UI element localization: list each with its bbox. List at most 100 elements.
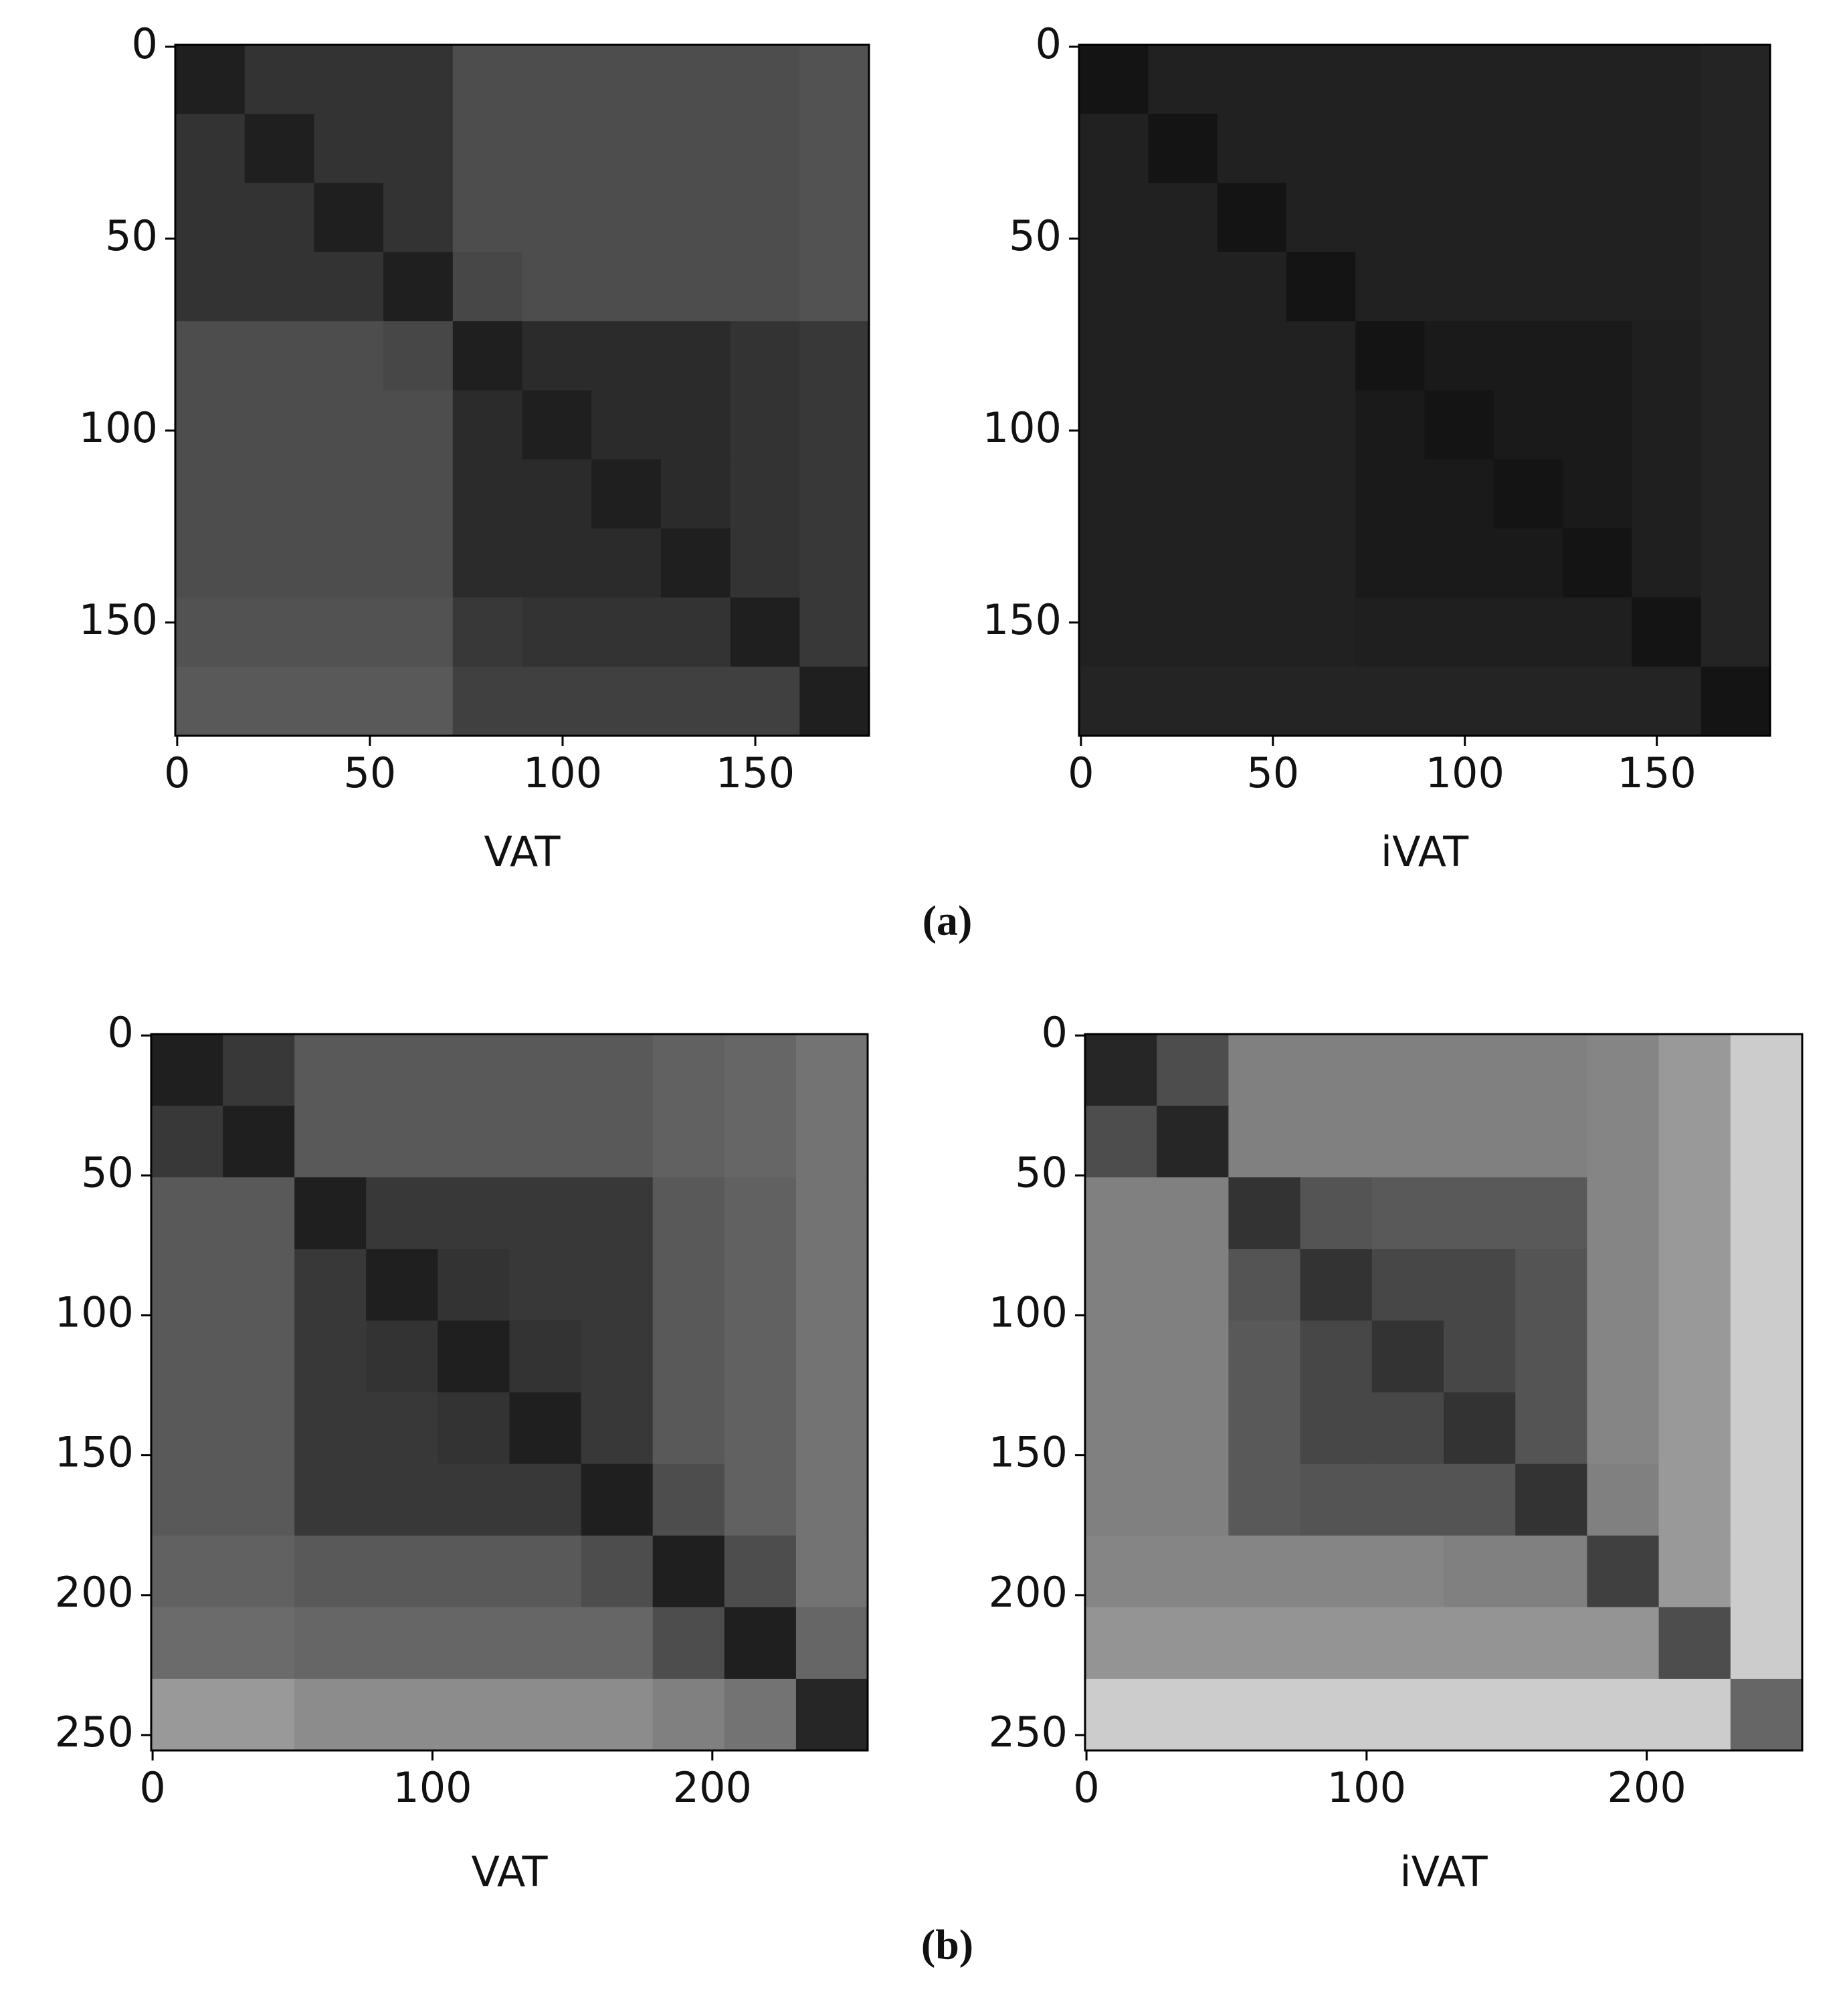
heatmap-cell bbox=[509, 1464, 582, 1536]
heatmap-cell bbox=[1563, 459, 1632, 529]
heatmap-cell bbox=[581, 1177, 654, 1249]
heatmap-cell bbox=[581, 1678, 654, 1751]
plot-frame bbox=[150, 1033, 869, 1752]
heatmap-cell bbox=[522, 114, 592, 184]
heatmap-cell bbox=[314, 321, 384, 391]
heatmap-cell bbox=[730, 390, 800, 460]
heatmap-cell bbox=[1355, 528, 1426, 598]
heatmap-cell bbox=[1148, 321, 1218, 391]
heatmap-cell bbox=[652, 1177, 725, 1249]
heatmap-cell bbox=[1444, 1607, 1516, 1680]
heatmap-cell bbox=[724, 1249, 797, 1321]
heatmap-cell bbox=[438, 1678, 510, 1751]
heatmap-cell bbox=[652, 1320, 725, 1393]
heatmap-cell bbox=[1217, 459, 1287, 529]
y-tick-label: 100 bbox=[989, 1288, 1068, 1337]
heatmap-cell bbox=[795, 1678, 868, 1751]
heatmap-cell bbox=[1632, 183, 1702, 253]
heatmap-cell bbox=[294, 1607, 367, 1680]
heatmap-cell bbox=[509, 1249, 582, 1321]
heatmap-cell bbox=[1730, 1249, 1803, 1321]
heatmap-cell bbox=[223, 1464, 295, 1536]
heatmap-cell bbox=[1355, 251, 1426, 322]
heatmap-cell bbox=[1300, 1249, 1373, 1321]
heatmap-cell bbox=[294, 1249, 367, 1321]
chart-panel: 0 50 100 150 0 50 100 150 VAT bbox=[79, 19, 870, 876]
y-tick-label: 50 bbox=[1015, 1148, 1068, 1197]
heatmap-cell bbox=[660, 183, 731, 253]
y-tick-label: 250 bbox=[55, 1708, 134, 1756]
heatmap-cell bbox=[1444, 1034, 1516, 1106]
heatmap-cell bbox=[151, 1535, 223, 1608]
heatmap-cell bbox=[244, 251, 314, 322]
heatmap-cell bbox=[1515, 1678, 1587, 1751]
heatmap-cell bbox=[1424, 666, 1494, 736]
heatmap-cell bbox=[1079, 45, 1149, 114]
heatmap-cell bbox=[591, 114, 662, 184]
heatmap-cell bbox=[660, 45, 731, 114]
heatmap-cell bbox=[1371, 1034, 1444, 1106]
y-tick-label: 150 bbox=[55, 1428, 134, 1477]
heatmap-cell bbox=[799, 321, 870, 391]
heatmap-cell bbox=[294, 1678, 367, 1751]
heatmap-cell bbox=[223, 1607, 295, 1680]
plot-frame bbox=[1084, 1033, 1804, 1752]
heatmap-cell bbox=[244, 390, 314, 460]
heatmap-cell bbox=[1701, 251, 1771, 322]
heatmap-cell bbox=[1300, 1320, 1373, 1393]
heatmap-cell bbox=[1148, 528, 1218, 598]
y-tick-label: 100 bbox=[55, 1288, 134, 1337]
heatmap-cell bbox=[1157, 1034, 1229, 1106]
heatmap-cell bbox=[509, 1177, 582, 1249]
heatmap-cell bbox=[452, 251, 523, 322]
heatmap-cell bbox=[175, 114, 246, 184]
heatmap-cell bbox=[509, 1607, 582, 1680]
heatmap-cell bbox=[1730, 1678, 1803, 1751]
heatmap-cell bbox=[1079, 114, 1149, 184]
heatmap-cell bbox=[366, 1678, 438, 1751]
heatmap-cell bbox=[452, 666, 523, 736]
heatmap-cell bbox=[1701, 183, 1771, 253]
heatmap-cell bbox=[1157, 1392, 1229, 1465]
heatmap-cell bbox=[730, 251, 800, 322]
heatmap-cell bbox=[1079, 597, 1149, 668]
x-axis-label: VAT bbox=[472, 1847, 549, 1896]
heatmap-cell bbox=[223, 1392, 295, 1465]
heatmap-cell bbox=[660, 114, 731, 184]
heatmap-cell bbox=[244, 321, 314, 391]
heatmap-cell bbox=[1424, 528, 1494, 598]
heatmap-cell bbox=[1515, 1607, 1587, 1680]
heatmap-cell bbox=[795, 1392, 868, 1465]
heatmap-cell bbox=[244, 183, 314, 253]
heatmap-cell bbox=[724, 1464, 797, 1536]
heatmap-cell bbox=[223, 1034, 295, 1106]
heatmap-cell bbox=[175, 390, 246, 460]
heatmap-cell bbox=[1079, 459, 1149, 529]
heatmap-cell bbox=[314, 528, 384, 598]
heatmap-cell bbox=[1730, 1177, 1803, 1249]
heatmap-cell bbox=[1701, 321, 1771, 391]
heatmap-cell bbox=[1444, 1177, 1516, 1249]
heatmap-cell bbox=[175, 321, 246, 391]
heatmap-cell bbox=[1228, 1535, 1301, 1608]
heatmap-cell bbox=[223, 1535, 295, 1608]
heatmap-cell bbox=[383, 528, 454, 598]
heatmap-cell bbox=[724, 1106, 797, 1178]
heatmap-cell bbox=[438, 1177, 510, 1249]
heatmap-cell bbox=[1444, 1464, 1516, 1536]
x-tick-label: 100 bbox=[1426, 748, 1505, 797]
heatmap-cell bbox=[724, 1392, 797, 1465]
heatmap-cell bbox=[1424, 114, 1494, 184]
heatmap-cell bbox=[1157, 1320, 1229, 1393]
heatmap-cell bbox=[1730, 1535, 1803, 1608]
y-tick-label: 50 bbox=[1009, 211, 1062, 260]
heatmap-cell bbox=[1157, 1678, 1229, 1751]
heatmap-cell bbox=[1493, 183, 1563, 253]
heatmap-cell bbox=[1148, 114, 1218, 184]
heatmap-cell bbox=[1217, 114, 1287, 184]
heatmap-cell bbox=[724, 1034, 797, 1106]
panel-caption: (b) bbox=[921, 1921, 973, 1969]
heatmap-cell bbox=[1371, 1607, 1444, 1680]
y-tick-label: 0 bbox=[132, 19, 158, 68]
